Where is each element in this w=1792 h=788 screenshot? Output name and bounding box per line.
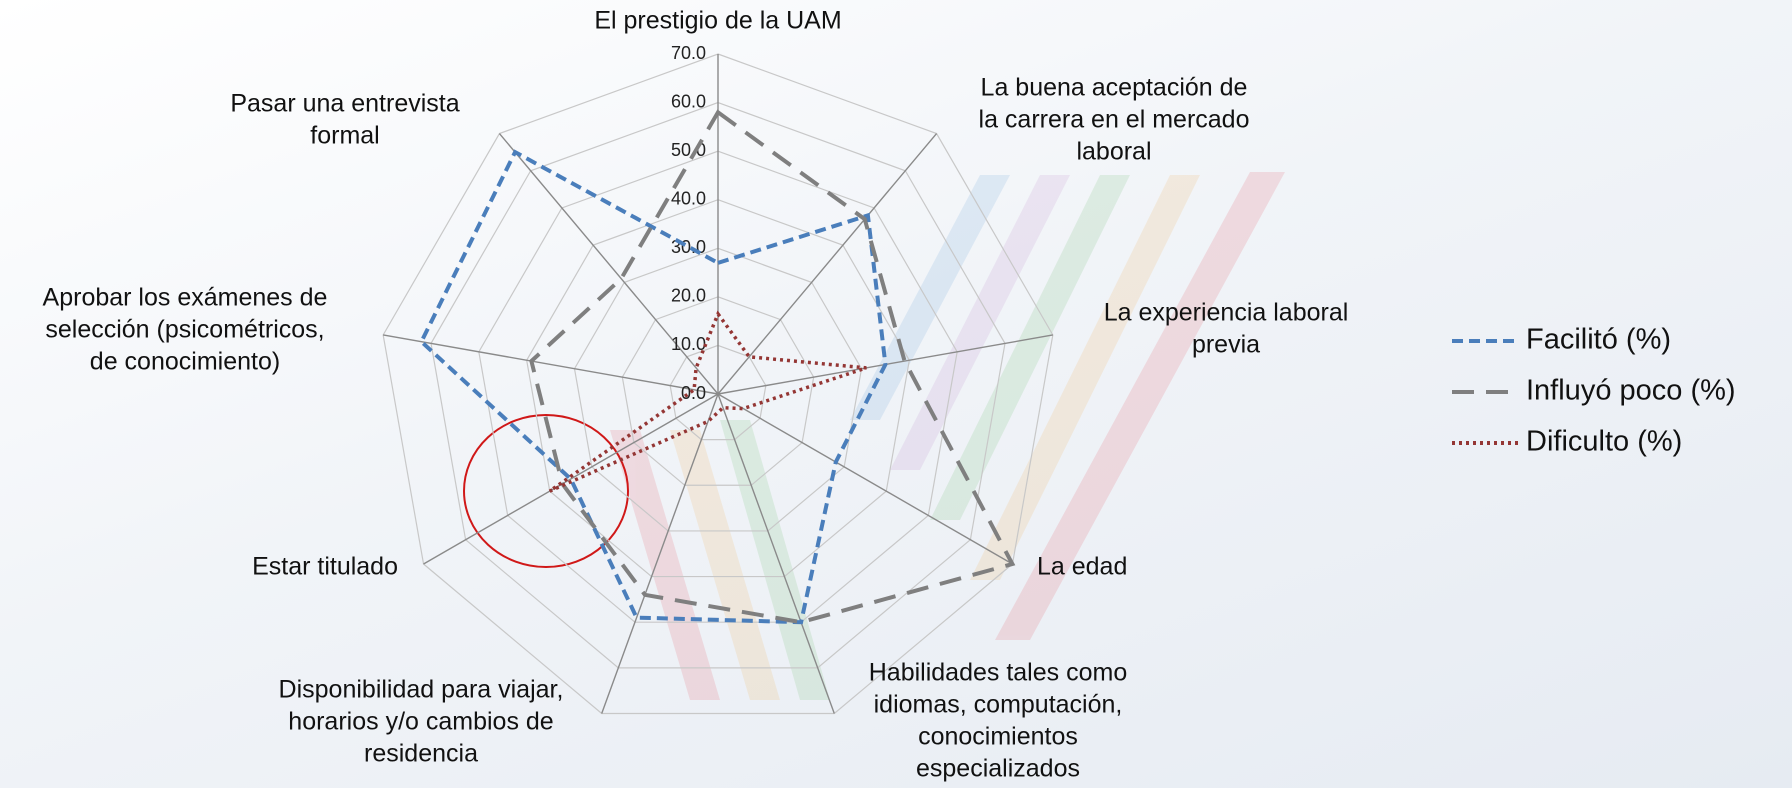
category-label: selección (psicométricos,	[45, 316, 324, 344]
category-label: horarios y/o cambios de	[288, 708, 553, 736]
category-label: Aprobar los exámenes de	[43, 284, 328, 312]
category-label: Habilidades tales como	[869, 659, 1127, 687]
grid-line	[669, 344, 767, 441]
grid-line	[526, 199, 910, 578]
category-label: previa	[1192, 331, 1260, 359]
grid-line	[573, 247, 863, 532]
legend-label: Influyó poco (%)	[1526, 375, 1736, 407]
grid-line	[430, 101, 1006, 669]
category-label: especializados	[916, 755, 1080, 783]
r-tick-label: 20.0	[671, 286, 706, 306]
series-line	[418, 149, 888, 625]
category-label: Disponibilidad para viajar,	[279, 676, 564, 704]
highlight-circle	[463, 414, 629, 568]
axis-spoke	[498, 133, 719, 395]
grid-line	[478, 150, 958, 623]
category-label: La edad	[1037, 553, 1127, 581]
r-tick-label: 70.0	[671, 43, 706, 63]
category-label: de conocimiento)	[90, 348, 280, 376]
grid-line	[382, 53, 1054, 715]
category-label: la carrera en el mercado	[979, 106, 1250, 134]
axis-spoke	[717, 133, 938, 395]
category-label: laboral	[1076, 138, 1151, 166]
category-label: El prestigio de la UAM	[594, 7, 841, 35]
axis-spoke	[717, 393, 1013, 565]
axis-spoke	[601, 393, 719, 714]
r-tick-label: 10.0	[671, 334, 706, 354]
axis-spoke	[423, 393, 719, 565]
category-label: La buena aceptación de	[981, 74, 1248, 102]
category-label: residencia	[364, 740, 478, 768]
series-line	[529, 109, 1016, 625]
grid-line	[621, 296, 815, 486]
category-label: Estar titulado	[252, 553, 398, 581]
axis-spoke	[383, 334, 719, 395]
legend-label: Dificulto (%)	[1526, 426, 1682, 458]
category-label: idiomas, computación,	[874, 691, 1123, 719]
axis-spoke	[717, 393, 835, 714]
category-label: conocimientos	[918, 723, 1078, 751]
r-tick-label: 60.0	[671, 91, 706, 111]
category-label: Pasar una entrevista	[230, 90, 459, 118]
series-line	[548, 310, 867, 493]
r-tick-label: 0.0	[681, 383, 706, 403]
category-label: formal	[310, 122, 379, 150]
legend-label: Facilitó (%)	[1526, 324, 1671, 356]
r-tick-label: 40.0	[671, 188, 706, 208]
category-label: La experiencia laboral	[1104, 299, 1349, 327]
